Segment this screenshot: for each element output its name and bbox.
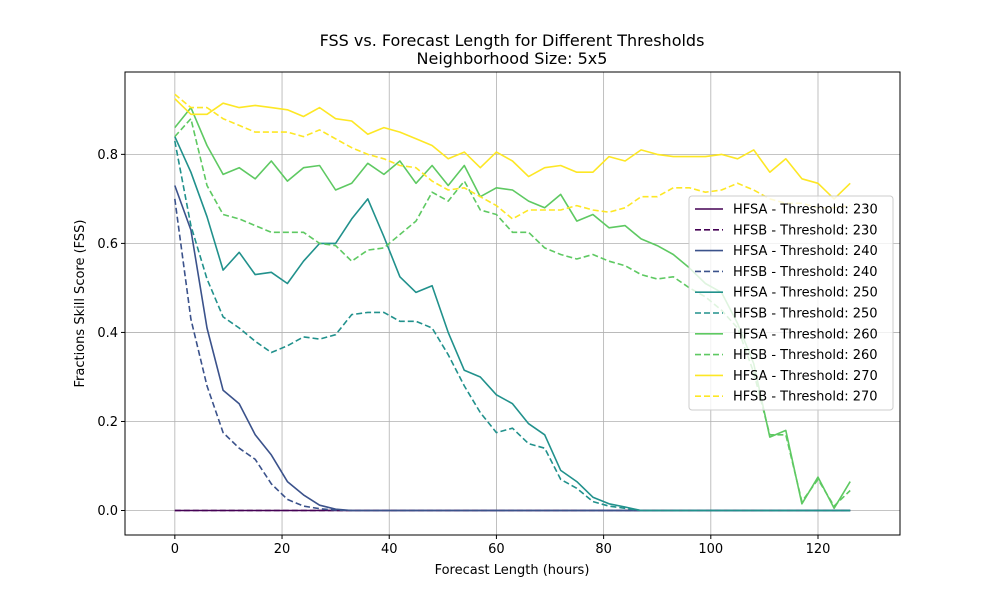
series-line <box>174 117 851 507</box>
legend-entry-label: HFSA - Threshold: 240 <box>733 244 878 259</box>
chart-title: FSS vs. Forecast Length for Different Th… <box>320 31 705 50</box>
y-axis-label: Fractions Skill Score (FSS) <box>73 220 88 388</box>
x-tick-label: 0 <box>171 542 179 557</box>
series-line <box>174 140 851 512</box>
legend-entry-label: HFSA - Threshold: 230 <box>733 203 878 218</box>
x-tick-label: 20 <box>274 542 291 557</box>
y-tick-label: 0.0 <box>97 504 118 519</box>
x-axis-label: Forecast Length (hours) <box>435 563 590 578</box>
x-tick-label: 80 <box>595 542 612 557</box>
legend: HFSA - Threshold: 230 HFSB - Threshold: 2… <box>688 195 894 411</box>
plot-area-frame <box>124 71 901 536</box>
legend-entry-label: HFSB - Threshold: 260 <box>733 348 878 363</box>
x-tick-label: 40 <box>381 542 398 557</box>
chart-subtitle: Neighborhood Size: 5x5 <box>417 49 608 68</box>
x-tick-label: 100 <box>698 542 723 557</box>
legend-box <box>688 195 894 411</box>
y-tick-label: 0.8 <box>97 148 118 163</box>
legend-entry-label: HFSB - Threshold: 230 <box>733 223 878 238</box>
legend-entry-label: HFSB - Threshold: 240 <box>733 265 878 280</box>
series-line <box>174 98 851 200</box>
legend-entry-label: HFSB - Threshold: 250 <box>733 307 878 322</box>
legend-entry-label: HFSA - Threshold: 270 <box>733 369 878 384</box>
series-line <box>174 93 851 220</box>
y-tick-label: 0.2 <box>97 415 118 430</box>
x-tick-label: 60 <box>488 542 505 557</box>
x-tick-label: 120 <box>806 542 831 557</box>
legend-entry-label: HFSB - Threshold: 270 <box>733 390 878 405</box>
legend-items: HFSA - Threshold: 230 HFSB - Threshold: 2… <box>695 203 878 405</box>
legend-entry-label: HFSA - Threshold: 250 <box>733 286 878 301</box>
y-tick-label: 0.4 <box>97 326 118 341</box>
y-tick-label: 0.6 <box>97 237 118 252</box>
ticks-layer: 0 20 40 60 80 100 120 0.0 0.2 0.4 0.6 0.8 <box>97 148 830 557</box>
legend-entry-label: HFSA - Threshold: 260 <box>733 327 878 342</box>
